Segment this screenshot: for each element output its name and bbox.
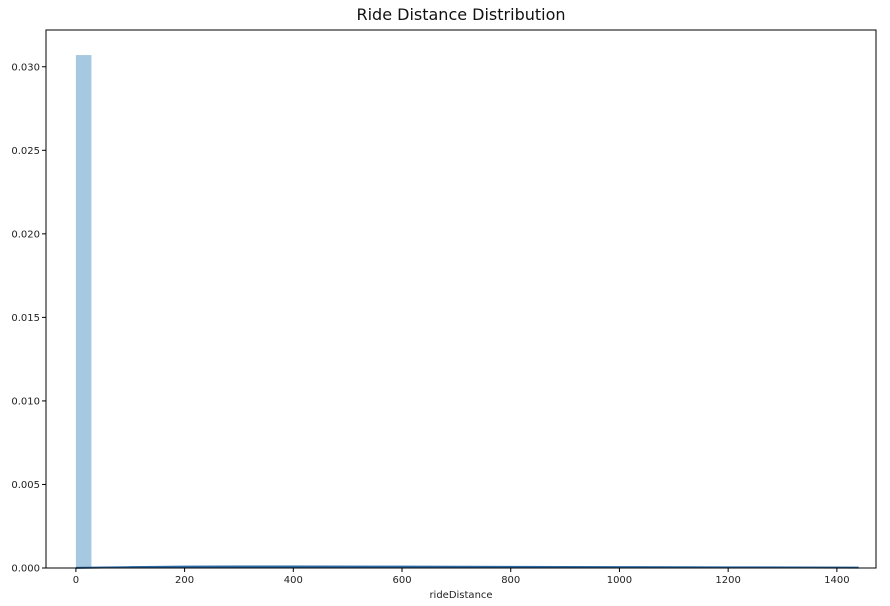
x-tick-label-5: 1000 [607, 575, 632, 586]
y-tick-label-0: 0.000 [11, 564, 40, 575]
y-tick-label-5: 0.025 [11, 146, 40, 157]
x-tick-label-4: 800 [501, 575, 520, 586]
y-tick-label-2: 0.010 [11, 396, 40, 407]
y-tick-label-1: 0.005 [11, 480, 40, 491]
kde-line [75, 565, 859, 569]
axes-frame [45, 29, 877, 569]
y-tick-label-6: 0.030 [11, 62, 40, 73]
x-tick-label-2: 400 [284, 575, 303, 586]
y-tick-label-4: 0.020 [11, 229, 40, 240]
y-tick-label-3: 0.015 [11, 313, 40, 324]
x-tick-label-3: 600 [392, 575, 411, 586]
x-axis-label: rideDistance [429, 590, 492, 601]
x-tick-label-0: 0 [73, 575, 79, 586]
x-tick-label-6: 1200 [715, 575, 740, 586]
x-tick-label-7: 1400 [824, 575, 849, 586]
chart-title: Ride Distance Distribution [356, 5, 565, 24]
histogram-bar-0 [75, 55, 92, 568]
x-tick-label-1: 200 [175, 575, 194, 586]
plot-area: 0 200 400 600 800 1000 1200 1400 0.000 0.005 0.010… [11, 29, 877, 586]
